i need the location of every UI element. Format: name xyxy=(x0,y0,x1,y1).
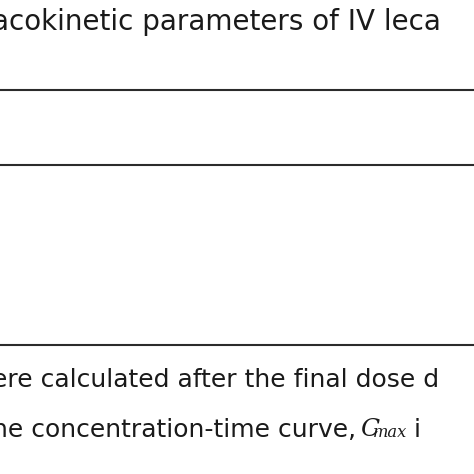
Text: C: C xyxy=(360,418,379,441)
Text: max: max xyxy=(373,424,407,441)
Text: i: i xyxy=(406,418,421,442)
Text: ne concentration-time curve,: ne concentration-time curve, xyxy=(0,418,364,442)
Text: ere calculated after the final dose d: ere calculated after the final dose d xyxy=(0,368,439,392)
Text: acokinetic parameters of IV leca: acokinetic parameters of IV leca xyxy=(0,8,441,36)
